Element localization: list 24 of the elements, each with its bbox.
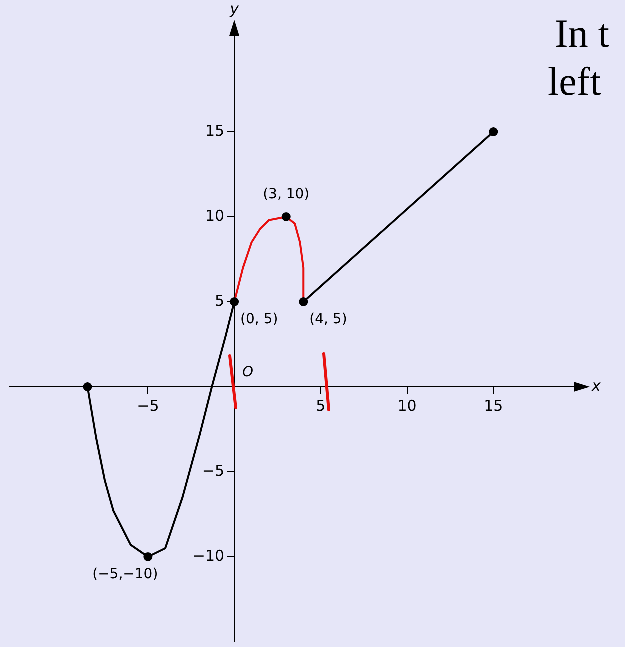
- point: [489, 128, 498, 136]
- annotation: left: [548, 59, 602, 104]
- y-tick-label: −10: [192, 546, 225, 565]
- annotation: (4, 5): [310, 312, 348, 328]
- point: [299, 298, 308, 306]
- y-tick-label: 10: [205, 206, 225, 225]
- x-axis-title: x: [591, 376, 601, 395]
- x-tick-label: 10: [398, 396, 417, 415]
- x-tick-label: −5: [137, 396, 160, 415]
- annotation: (−5,−10): [92, 566, 158, 583]
- annotation: (3, 10): [263, 186, 310, 203]
- point: [230, 298, 240, 306]
- point: [144, 552, 153, 562]
- point: [83, 382, 92, 392]
- y-axis-title: y: [229, 0, 240, 18]
- point: [282, 212, 291, 222]
- x-tick-label: 15: [484, 396, 504, 415]
- annotation: O: [242, 364, 254, 381]
- y-tick-label: −5: [202, 462, 225, 480]
- y-tick-label: 5: [215, 292, 225, 310]
- annotation: In t: [555, 11, 610, 56]
- x-tick-label: 5: [316, 396, 326, 415]
- annotation: (0, 5): [240, 312, 278, 328]
- y-tick-label: 15: [205, 122, 225, 140]
